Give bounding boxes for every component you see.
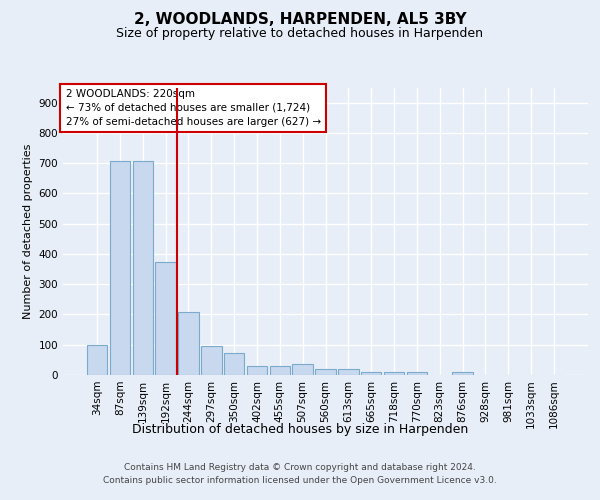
Bar — [269, 366, 290, 375]
Bar — [178, 312, 199, 375]
Text: 2 WOODLANDS: 220sqm
← 73% of detached houses are smaller (1,724)
27% of semi-det: 2 WOODLANDS: 220sqm ← 73% of detached ho… — [65, 89, 321, 127]
Bar — [452, 372, 473, 375]
Bar — [247, 366, 267, 375]
Bar — [133, 161, 153, 375]
Bar — [224, 353, 244, 375]
Y-axis label: Number of detached properties: Number of detached properties — [23, 144, 33, 319]
Bar — [384, 372, 404, 375]
Bar — [361, 372, 382, 375]
Text: Distribution of detached houses by size in Harpenden: Distribution of detached houses by size … — [132, 422, 468, 436]
Text: Contains HM Land Registry data © Crown copyright and database right 2024.
Contai: Contains HM Land Registry data © Crown c… — [103, 464, 497, 485]
Text: 2, WOODLANDS, HARPENDEN, AL5 3BY: 2, WOODLANDS, HARPENDEN, AL5 3BY — [134, 12, 466, 28]
Bar — [315, 369, 336, 375]
Text: Size of property relative to detached houses in Harpenden: Size of property relative to detached ho… — [116, 28, 484, 40]
Bar — [110, 161, 130, 375]
Bar — [338, 369, 359, 375]
Bar — [407, 372, 427, 375]
Bar — [292, 364, 313, 375]
Bar — [87, 344, 107, 375]
Bar — [155, 262, 176, 375]
Bar — [201, 346, 221, 375]
